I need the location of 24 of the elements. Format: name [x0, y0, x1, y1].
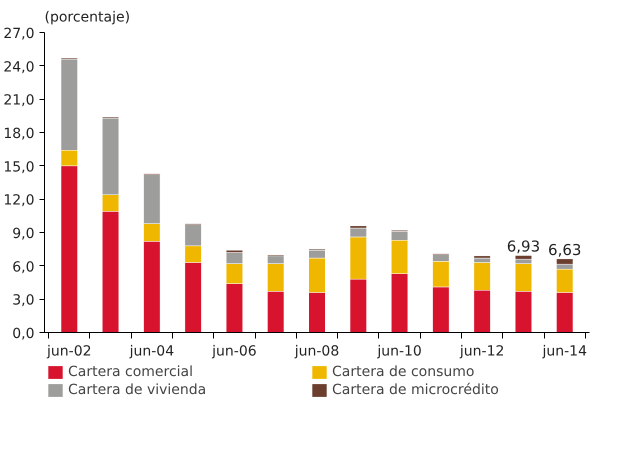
total-label: 6,63 — [548, 240, 582, 259]
y-tick-label: 15,0 — [3, 159, 34, 176]
y-tick-label: 27,0 — [3, 26, 34, 42]
y-tick-label: 21,0 — [3, 92, 34, 109]
legend-label: Cartera de microcrédito — [332, 382, 500, 398]
y-tick-label: 18,0 — [3, 126, 34, 142]
y-tick-label: 6,0 — [12, 259, 34, 276]
y-tick-label: 3,0 — [12, 292, 34, 309]
legend-label: Cartera de consumo — [332, 364, 476, 380]
legend-label: Cartera comercial — [68, 364, 194, 380]
y-tick-label: 12,0 — [3, 192, 34, 209]
x-tick-label: jun-06 — [211, 344, 257, 360]
y-tick-label: 24,0 — [3, 59, 34, 76]
x-tick-label: jun-12 — [458, 344, 504, 360]
y-tick-label: 9,0 — [12, 226, 34, 242]
x-tick-label: jun-08 — [294, 344, 340, 360]
x-tick-label: jun-04 — [128, 344, 174, 360]
y-axis-title: (porcentaje) — [44, 10, 130, 26]
y-tick-label: 0,0 — [12, 326, 34, 342]
total-label: 6,93 — [506, 238, 540, 256]
legend-label: Cartera de vivienda — [68, 382, 208, 398]
x-tick-label: jun-02 — [46, 344, 92, 360]
x-tick-label: jun-10 — [376, 344, 422, 360]
x-tick-label: jun-14 — [541, 344, 588, 360]
